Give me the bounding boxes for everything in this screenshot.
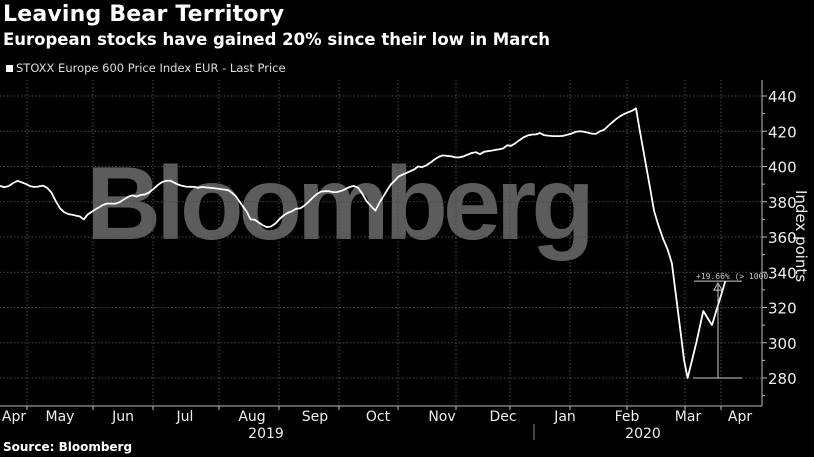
annotation-arrow-icon [713,282,723,291]
price-line [0,107,727,379]
x-tick-label: Nov [428,409,455,425]
chart-title: Leaving Bear Territory [3,2,285,27]
legend: STOXX Europe 600 Price Index EUR - Last … [6,61,286,75]
y-tick-label: 400 [768,159,797,177]
y-tick-label: 380 [768,194,797,212]
y-tick-label: 320 [768,300,797,318]
x-tick-label: Dec [489,409,516,425]
y-axis-label: Index points [792,190,810,282]
source-note: Source: Bloomberg [3,440,133,454]
x-tick-label: Jul [176,409,194,425]
chart-subtitle: European stocks have gained 20% since th… [3,30,551,49]
annotation-label: +19.66% (> 1000 [696,272,768,281]
x-tick-label: Oct [366,409,391,425]
y-tick-label: 360 [768,229,797,247]
x-tick-label: Aug [238,409,265,425]
year-label: 2019 [248,426,284,442]
y-tick-label: 300 [768,335,797,353]
x-tick-label: Jun [111,409,134,425]
y-tick-label: 440 [768,88,797,106]
x-tick-label: Mar [675,409,702,425]
y-tick-label: 420 [768,123,797,141]
y-tick-label: 280 [768,370,797,388]
legend-label: STOXX Europe 600 Price Index EUR - Last … [16,61,286,75]
x-tick-label: Feb [615,409,640,425]
x-tick-label: Apr [728,409,752,425]
legend-swatch-icon [6,64,13,72]
x-tick-label: Sep [302,409,329,425]
x-tick-label: May [46,409,75,425]
y-tick-label: 340 [768,264,797,282]
year-label: 2020 [625,426,661,442]
x-tick-label: Jan [553,409,576,425]
x-tick-label: Apr [2,409,26,425]
